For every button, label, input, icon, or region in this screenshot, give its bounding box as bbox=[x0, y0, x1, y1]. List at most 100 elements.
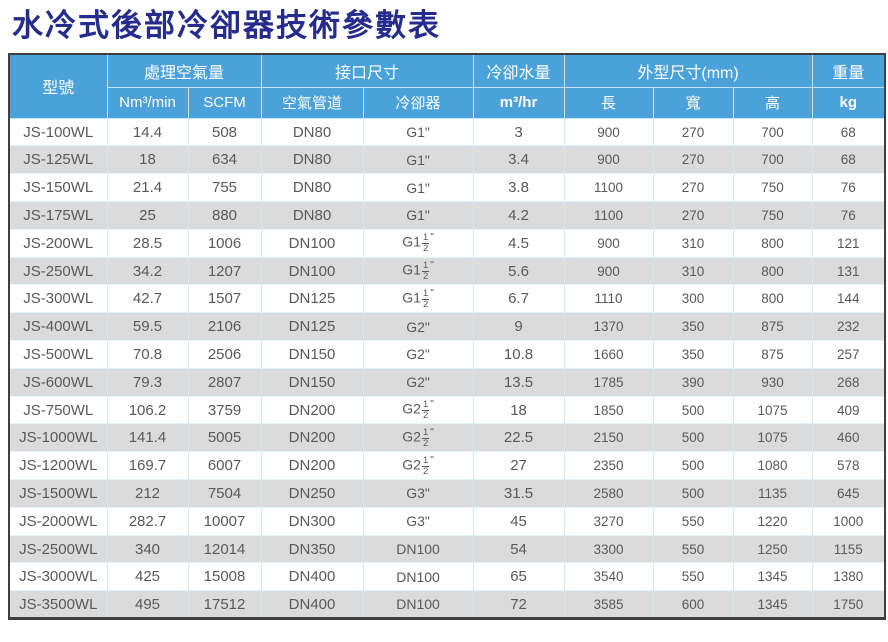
table-cell: 645 bbox=[812, 479, 886, 508]
table-cell: 800 bbox=[733, 228, 813, 258]
table-cell: 3.4 bbox=[473, 145, 565, 174]
col-group-cooling-water: 冷卻水量 bbox=[473, 54, 565, 88]
table-cell: JS-3500WL bbox=[9, 590, 108, 619]
table-cell: 390 bbox=[653, 367, 734, 397]
table-cell: 930 bbox=[733, 367, 813, 397]
table-cell: 3.8 bbox=[473, 173, 565, 202]
col-header-scfm: SCFM bbox=[188, 87, 262, 119]
table-cell: G2 1 2 " bbox=[363, 423, 474, 452]
table-cell: 2350 bbox=[564, 451, 654, 480]
table-cell: 3270 bbox=[564, 506, 654, 536]
col-group-dimensions: 外型尺寸(mm) bbox=[564, 54, 813, 88]
col-header-cooler: 冷卻器 bbox=[363, 87, 474, 119]
table-cell: JS-175WL bbox=[9, 201, 108, 230]
table-cell: 750 bbox=[733, 173, 813, 202]
table-cell: 70.8 bbox=[107, 340, 189, 369]
table-cell: 27 bbox=[473, 451, 565, 480]
table-cell: 875 bbox=[733, 312, 813, 341]
table-cell: JS-1500WL bbox=[9, 479, 108, 508]
table-cell: 2580 bbox=[564, 479, 654, 508]
table-cell: JS-1200WL bbox=[9, 451, 108, 480]
table-cell: JS-200WL bbox=[9, 228, 108, 258]
table-cell: DN200 bbox=[261, 395, 364, 424]
table-cell: G1" bbox=[363, 117, 474, 146]
col-group-port-size: 接口尺寸 bbox=[261, 54, 474, 88]
table-cell: 3585 bbox=[564, 590, 654, 619]
col-header-width: 寬 bbox=[653, 87, 734, 119]
table-cell: 7504 bbox=[188, 479, 262, 508]
table-cell: 72 bbox=[473, 590, 565, 619]
table-cell: 10007 bbox=[188, 506, 262, 536]
table-cell: 15008 bbox=[188, 562, 262, 591]
table-cell: 54 bbox=[473, 534, 565, 563]
table-cell: JS-100WL bbox=[9, 117, 108, 146]
table-cell: 550 bbox=[653, 506, 734, 536]
table-row: JS-1500WL 212 7504 DN250 G3" 31.5 2580 500 1135 6… bbox=[9, 479, 886, 508]
col-header-kg: kg bbox=[812, 87, 886, 119]
table-cell: DN250 bbox=[261, 479, 364, 508]
spec-table: 型號 處理空氣量 接口尺寸 冷卻水量 外型尺寸(mm) 重量 Nm³/min S… bbox=[8, 53, 887, 621]
table-cell: 340 bbox=[107, 534, 189, 563]
table-cell: 22.5 bbox=[473, 423, 565, 452]
col-header-model: 型號 bbox=[9, 54, 108, 119]
table-cell: 1660 bbox=[564, 340, 654, 369]
table-cell: G1" bbox=[363, 173, 474, 202]
table-cell: DN100 bbox=[363, 590, 474, 619]
table-cell: DN100 bbox=[363, 562, 474, 591]
table-cell: 578 bbox=[812, 451, 886, 480]
spec-table-container: 型號 處理空氣量 接口尺寸 冷卻水量 外型尺寸(mm) 重量 Nm³/min S… bbox=[8, 53, 887, 621]
table-cell: 4.2 bbox=[473, 201, 565, 230]
table-cell: 13.5 bbox=[473, 367, 565, 397]
table-cell: 500 bbox=[653, 395, 734, 424]
table-cell: 21.4 bbox=[107, 173, 189, 202]
table-cell: 131 bbox=[812, 256, 886, 285]
table-cell: 45 bbox=[473, 506, 565, 536]
table-cell: G2 1 2 " bbox=[363, 451, 474, 480]
table-cell: 755 bbox=[188, 173, 262, 202]
table-cell: 106.2 bbox=[107, 395, 189, 424]
table-cell: 34.2 bbox=[107, 256, 189, 285]
table-cell: 1135 bbox=[733, 479, 813, 508]
table-cell: 1507 bbox=[188, 284, 262, 313]
table-cell: 634 bbox=[188, 145, 262, 174]
table-row: JS-2500WL 340 12014 DN350 DN100 54 3300 550 1250… bbox=[9, 534, 886, 563]
table-cell: 1006 bbox=[188, 228, 262, 258]
table-body: JS-100WL 14.4 508 DN80 G1" 3 900 270 700 68 JS-125… bbox=[9, 117, 886, 619]
table-cell: 2150 bbox=[564, 423, 654, 452]
table-cell: 425 bbox=[107, 562, 189, 591]
table-cell: 460 bbox=[812, 423, 886, 452]
table-cell: DN400 bbox=[261, 562, 364, 591]
table-cell: DN150 bbox=[261, 340, 364, 369]
table-cell: DN350 bbox=[261, 534, 364, 563]
table-cell: 508 bbox=[188, 117, 262, 146]
table-cell: 141.4 bbox=[107, 423, 189, 452]
table-cell: 4.5 bbox=[473, 228, 565, 258]
table-cell: 232 bbox=[812, 312, 886, 341]
table-cell: 1080 bbox=[733, 451, 813, 480]
table-cell: 900 bbox=[564, 228, 654, 258]
table-cell: JS-3000WL bbox=[9, 562, 108, 591]
table-cell: 1345 bbox=[733, 562, 813, 591]
table-cell: 257 bbox=[812, 340, 886, 369]
table-cell: G2" bbox=[363, 367, 474, 397]
table-row: JS-100WL 14.4 508 DN80 G1" 3 900 270 700 68 bbox=[9, 117, 886, 146]
table-cell: G1 1 2 " bbox=[363, 284, 474, 313]
table-cell: DN100 bbox=[261, 256, 364, 285]
table-cell: 2506 bbox=[188, 340, 262, 369]
table-cell: JS-2000WL bbox=[9, 506, 108, 536]
col-group-weight: 重量 bbox=[812, 54, 886, 88]
table-cell: 500 bbox=[653, 451, 734, 480]
table-cell: 1075 bbox=[733, 423, 813, 452]
table-cell: 12014 bbox=[188, 534, 262, 563]
table-cell: 300 bbox=[653, 284, 734, 313]
table-cell: 1250 bbox=[733, 534, 813, 563]
table-cell: DN125 bbox=[261, 284, 364, 313]
table-cell: G3" bbox=[363, 506, 474, 536]
table-cell: 282.7 bbox=[107, 506, 189, 536]
table-cell: DN125 bbox=[261, 312, 364, 341]
table-cell: 550 bbox=[653, 562, 734, 591]
table-cell: 1220 bbox=[733, 506, 813, 536]
table-row: JS-400WL 59.5 2106 DN125 G2" 9 1370 350 875 232 bbox=[9, 312, 886, 341]
col-group-capacity: 處理空氣量 bbox=[107, 54, 262, 88]
table-cell: 1100 bbox=[564, 173, 654, 202]
